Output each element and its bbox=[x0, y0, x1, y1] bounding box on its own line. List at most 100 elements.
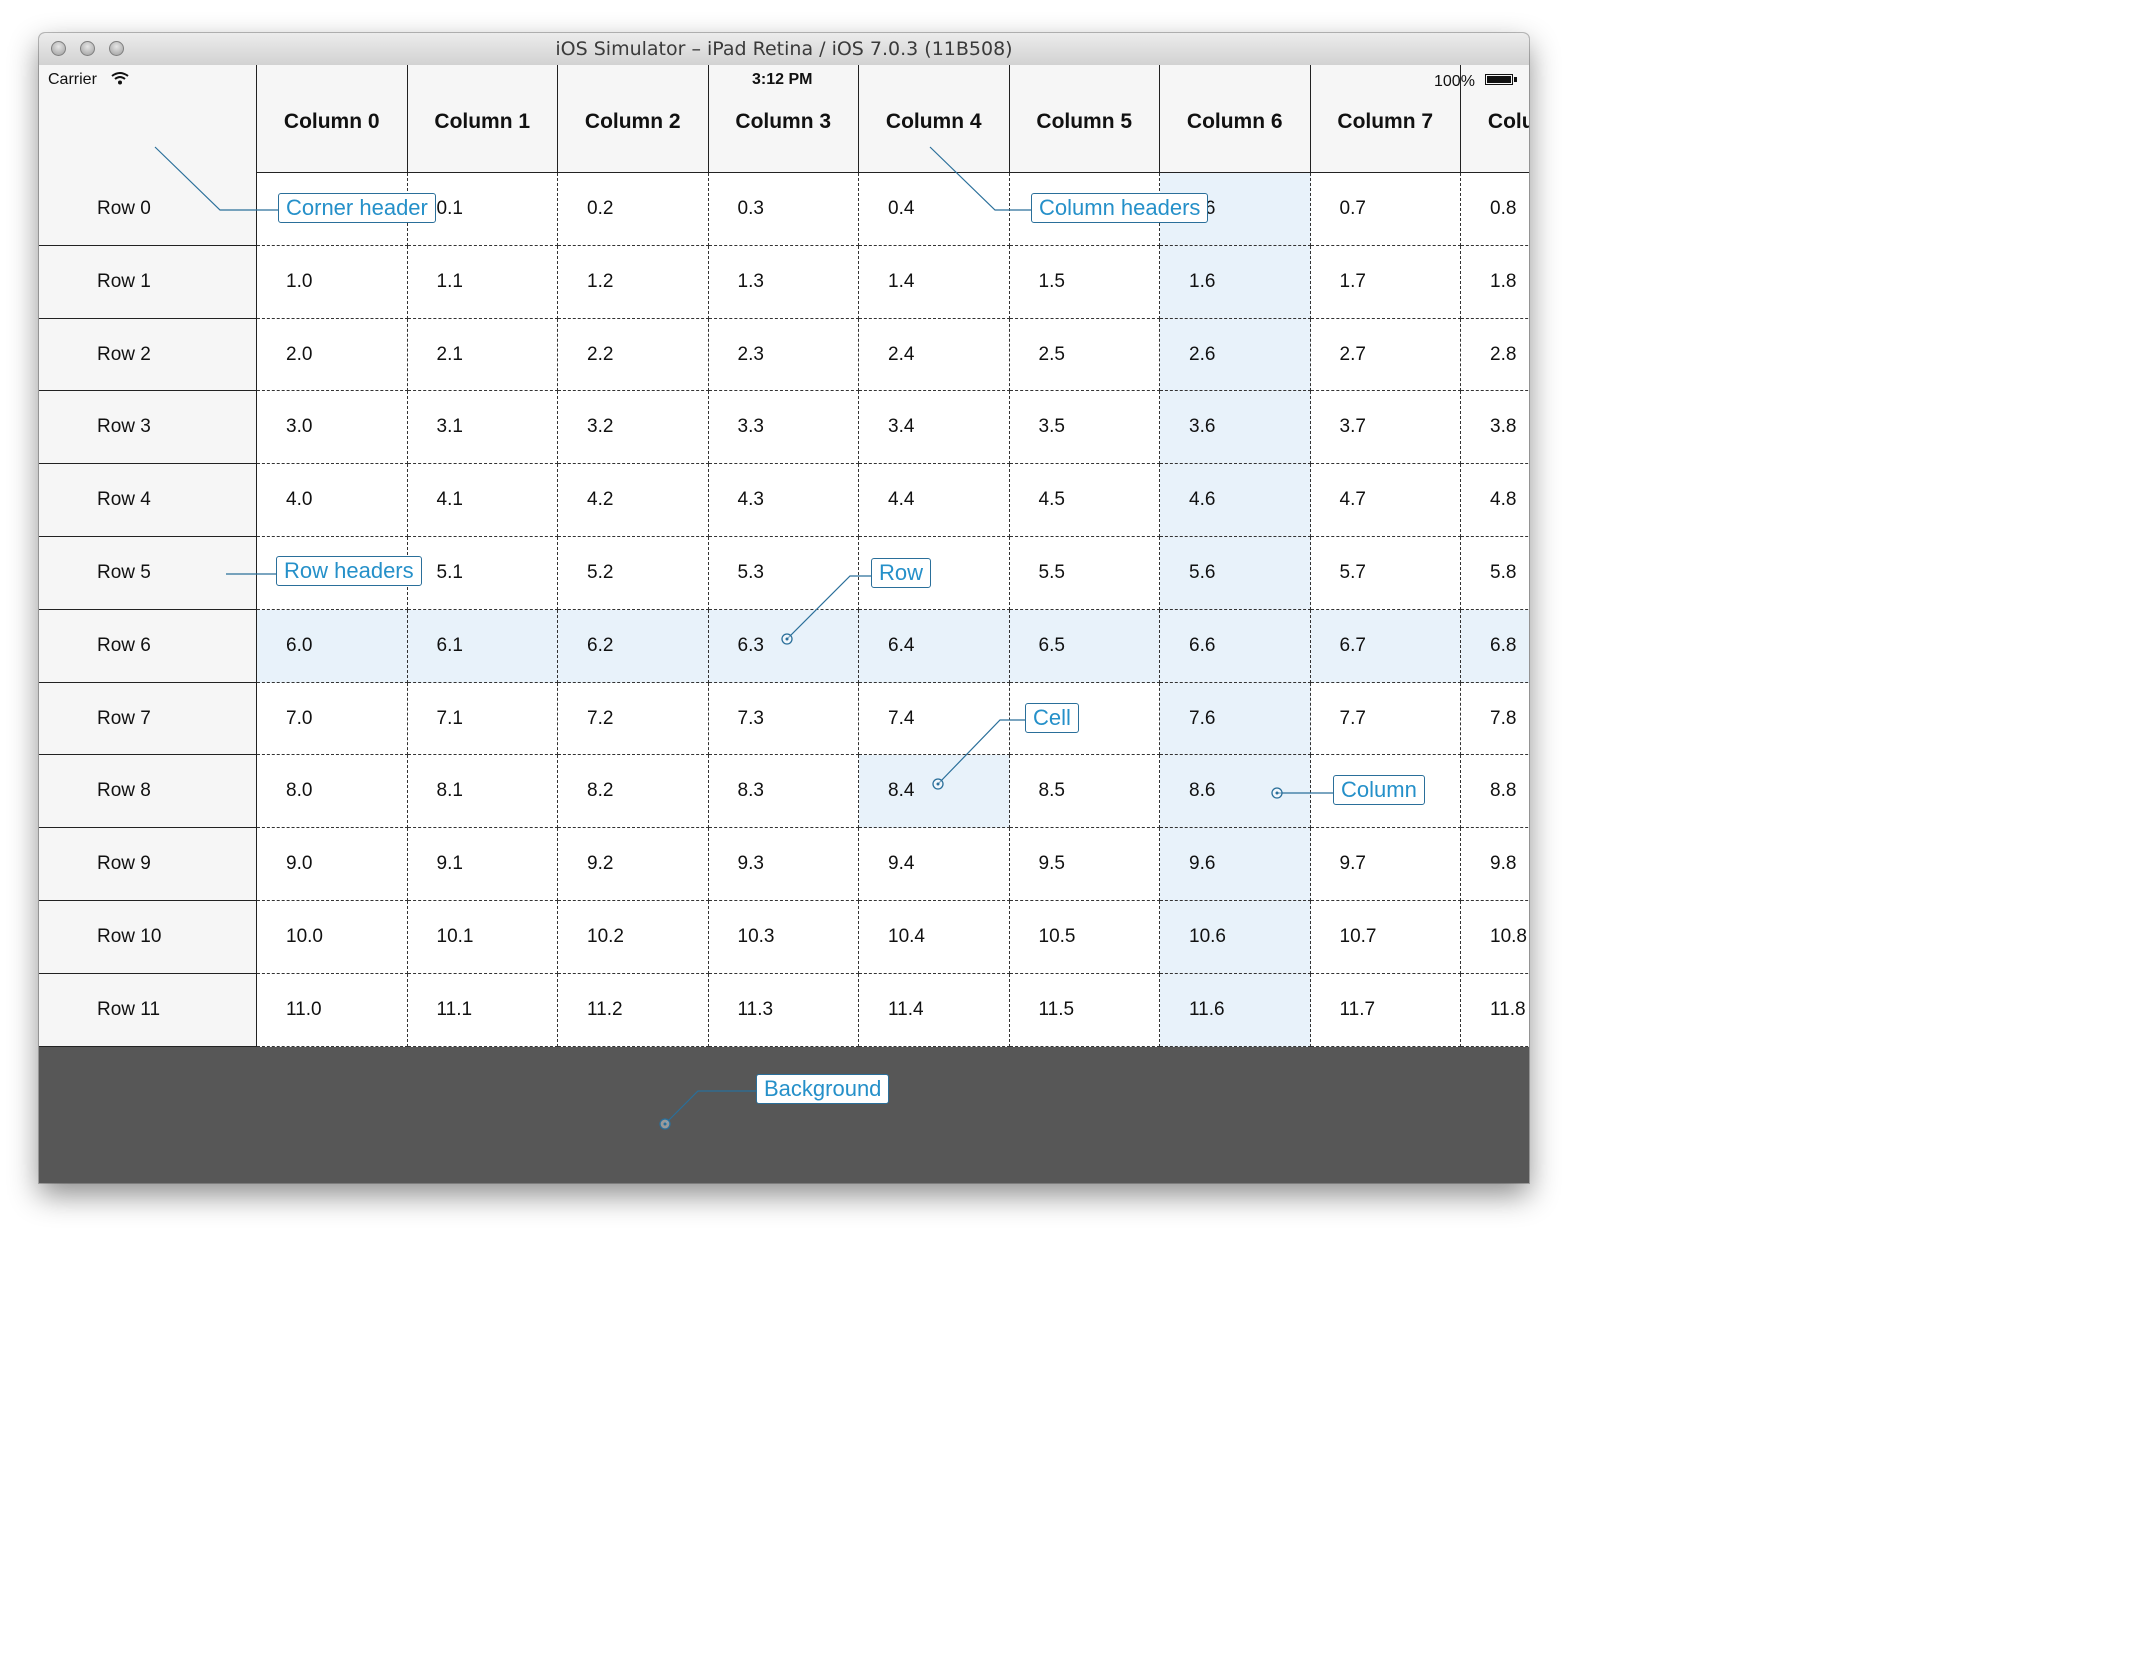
row-header[interactable]: Row 5 bbox=[39, 537, 257, 610]
table-cell[interactable]: 3.4 bbox=[859, 391, 1010, 465]
table-cell[interactable]: 8.2 bbox=[558, 755, 709, 829]
row-header[interactable]: Row 11 bbox=[39, 973, 257, 1047]
table-cell[interactable]: 3.7 bbox=[1310, 391, 1461, 465]
table-cell[interactable]: 10.1 bbox=[407, 901, 558, 974]
column-header[interactable]: Column 5 bbox=[1009, 65, 1160, 173]
table-cell[interactable]: 6.2 bbox=[558, 609, 709, 683]
table-cell[interactable]: 7.3 bbox=[708, 682, 859, 756]
table-cell[interactable]: 4.8 bbox=[1461, 464, 1529, 537]
table-cell[interactable]: 8.3 bbox=[708, 755, 859, 829]
column-header[interactable]: Column 4 bbox=[859, 65, 1010, 173]
table-cell[interactable]: 1.3 bbox=[708, 245, 859, 319]
column-header[interactable]: Column 8 bbox=[1461, 65, 1529, 173]
table-cell[interactable]: 0.3 bbox=[708, 173, 859, 246]
table-cell[interactable]: 7.7 bbox=[1310, 682, 1461, 756]
column-header[interactable]: Column 0 bbox=[257, 65, 408, 173]
table-cell[interactable]: 6.3 bbox=[708, 609, 859, 683]
table-cell[interactable]: 9.2 bbox=[558, 828, 709, 901]
close-window-button[interactable] bbox=[51, 41, 66, 56]
table-cell[interactable]: 11.7 bbox=[1310, 973, 1461, 1047]
table-cell[interactable]: 4.2 bbox=[558, 464, 709, 537]
table-cell[interactable]: 2.7 bbox=[1310, 318, 1461, 392]
table-cell[interactable]: 4.1 bbox=[407, 464, 558, 537]
table-cell[interactable]: 2.5 bbox=[1009, 318, 1160, 392]
row-header[interactable]: Row 9 bbox=[39, 828, 257, 901]
table-cell[interactable]: 8.8 bbox=[1461, 755, 1529, 829]
table-cell[interactable]: 1.0 bbox=[257, 245, 408, 319]
table-cell[interactable]: 10.0 bbox=[257, 901, 408, 974]
table-cell[interactable]: 7.6 bbox=[1160, 682, 1311, 756]
table-cell[interactable]: 6.0 bbox=[257, 609, 408, 683]
table-cell[interactable]: 2.0 bbox=[257, 318, 408, 392]
spreadsheet-view[interactable]: Column 0 Column 1 Column 2 Column 3 Column 4… bbox=[39, 65, 1529, 1047]
table-cell[interactable]: 9.6 bbox=[1160, 828, 1311, 901]
table-cell[interactable]: 9.1 bbox=[407, 828, 558, 901]
row-header[interactable]: Row 0 bbox=[39, 173, 257, 246]
column-header[interactable]: Column 2 bbox=[558, 65, 709, 173]
table-cell[interactable]: 3.6 bbox=[1160, 391, 1311, 465]
table-cell[interactable]: 10.5 bbox=[1009, 901, 1160, 974]
row-header[interactable]: Row 7 bbox=[39, 682, 257, 756]
table-cell[interactable]: 8.6 bbox=[1160, 755, 1311, 829]
table-cell[interactable]: 9.7 bbox=[1310, 828, 1461, 901]
table-cell[interactable]: 5.2 bbox=[558, 537, 709, 610]
table-cell[interactable]: 0.7 bbox=[1310, 173, 1461, 246]
table-cell[interactable]: 4.7 bbox=[1310, 464, 1461, 537]
row-header[interactable]: Row 10 bbox=[39, 901, 257, 974]
column-header[interactable]: Column 7 bbox=[1310, 65, 1461, 173]
row-header[interactable]: Row 3 bbox=[39, 391, 257, 465]
table-cell[interactable]: 11.4 bbox=[859, 973, 1010, 1047]
table-cell[interactable]: 6.6 bbox=[1160, 609, 1311, 683]
table-cell[interactable]: 11.6 bbox=[1160, 973, 1311, 1047]
table-cell[interactable]: 3.8 bbox=[1461, 391, 1529, 465]
table-cell[interactable]: 11.5 bbox=[1009, 973, 1160, 1047]
table-cell[interactable]: 11.2 bbox=[558, 973, 709, 1047]
table-cell[interactable]: 7.8 bbox=[1461, 683, 1529, 756]
table-cell[interactable]: 10.6 bbox=[1160, 901, 1311, 974]
table-cell[interactable]: 0.6 bbox=[1160, 173, 1311, 246]
table-cell[interactable]: 1.1 bbox=[407, 245, 558, 319]
row-header[interactable]: Row 1 bbox=[39, 245, 257, 319]
table-cell[interactable]: 3.5 bbox=[1009, 391, 1160, 465]
table-cell[interactable]: 5.8 bbox=[1461, 537, 1529, 610]
table-cell[interactable]: 3.0 bbox=[257, 391, 408, 465]
zoom-window-button[interactable] bbox=[109, 41, 124, 56]
table-cell[interactable]: 5.5 bbox=[1009, 537, 1160, 610]
table-cell[interactable]: 6.8 bbox=[1461, 609, 1529, 683]
table-cell[interactable]: 6.7 bbox=[1310, 609, 1461, 683]
table-cell[interactable]: 3.2 bbox=[558, 391, 709, 465]
table-cell[interactable]: 5.6 bbox=[1160, 537, 1311, 610]
table-cell[interactable]: 1.5 bbox=[1009, 245, 1160, 319]
table-cell[interactable]: 7.4 bbox=[859, 682, 1010, 756]
table-cell[interactable]: 11.8 bbox=[1461, 974, 1529, 1047]
table-cell[interactable]: 4.3 bbox=[708, 464, 859, 537]
table-cell[interactable]: 9.4 bbox=[859, 828, 1010, 901]
column-header[interactable]: Column 6 bbox=[1160, 65, 1311, 173]
table-cell[interactable]: 2.2 bbox=[558, 318, 709, 392]
table-cell[interactable]: 2.3 bbox=[708, 318, 859, 392]
table-cell[interactable]: 8.1 bbox=[407, 755, 558, 829]
table-cell[interactable]: 10.8 bbox=[1461, 901, 1529, 974]
table-cell[interactable]: 8.0 bbox=[257, 755, 408, 829]
table-cell[interactable]: 6.1 bbox=[407, 609, 558, 683]
table-cell[interactable]: 5.7 bbox=[1310, 537, 1461, 610]
table-cell[interactable]: 9.5 bbox=[1009, 828, 1160, 901]
table-cell[interactable]: 4.4 bbox=[859, 464, 1010, 537]
table-cell[interactable]: 4.5 bbox=[1009, 464, 1160, 537]
row-header[interactable]: Row 2 bbox=[39, 318, 257, 392]
table-cell[interactable]: 0.1 bbox=[407, 173, 558, 246]
table-cell[interactable]: 2.4 bbox=[859, 318, 1010, 392]
table-cell[interactable]: 0.2 bbox=[558, 173, 709, 246]
table-cell[interactable]: 10.7 bbox=[1310, 901, 1461, 974]
table-cell[interactable]: 7.0 bbox=[257, 682, 408, 756]
column-header[interactable]: Column 1 bbox=[407, 65, 558, 173]
table-cell[interactable]: 2.6 bbox=[1160, 318, 1311, 392]
table-cell[interactable]: 3.3 bbox=[708, 391, 859, 465]
table-cell[interactable]: 3.1 bbox=[407, 391, 558, 465]
table-cell[interactable]: 9.3 bbox=[708, 828, 859, 901]
table-cell[interactable]: 11.0 bbox=[257, 973, 408, 1047]
row-header[interactable]: Row 8 bbox=[39, 755, 257, 829]
table-cell[interactable]: 6.4 bbox=[859, 609, 1010, 683]
table-cell[interactable]: 10.3 bbox=[708, 901, 859, 974]
table-cell[interactable]: 5.3 bbox=[708, 537, 859, 610]
